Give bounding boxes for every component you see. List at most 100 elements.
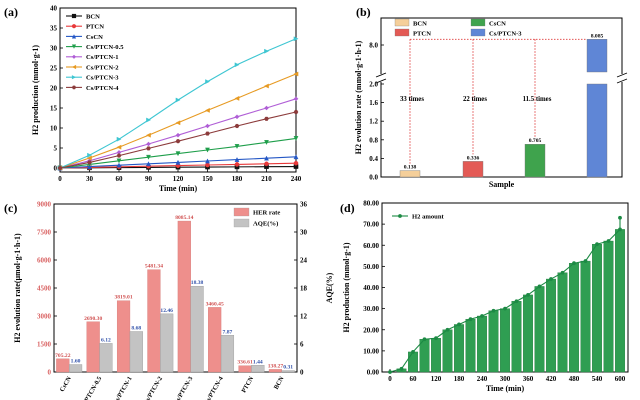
chart-d: 0 60 120 180 240 300 360 420 480 540 600 0.00 10.00 2… bbox=[342, 200, 629, 393]
y-tick-label-left-c: 9000 bbox=[37, 201, 52, 209]
y-tick-label-d: 60.00 bbox=[363, 242, 379, 250]
x-axis-title-a: Time (min) bbox=[159, 184, 198, 193]
legend-swatch-b bbox=[394, 28, 410, 37]
y-tick-label-d: 50.00 bbox=[363, 263, 379, 271]
h2-amount-point bbox=[618, 227, 622, 232]
bar-h2-amount bbox=[408, 351, 418, 373]
legend-label-d: H2 amount bbox=[412, 214, 444, 221]
legend-label: Cs/PTCN-1 bbox=[86, 54, 119, 61]
legend-swatch-c bbox=[233, 207, 250, 217]
panel-b-label: (b) bbox=[356, 5, 371, 19]
data-point bbox=[205, 162, 210, 168]
y-axis-title-right-c: AQE(%) bbox=[325, 272, 334, 303]
y-tick-label-d: 20.00 bbox=[363, 326, 379, 334]
data-point bbox=[293, 136, 299, 141]
y-tick-label-a: 40 bbox=[50, 5, 58, 13]
data-point bbox=[175, 97, 181, 103]
bar-aqe bbox=[99, 343, 113, 373]
y-tick-label-right-c: 0 bbox=[300, 369, 304, 377]
data-point bbox=[205, 79, 211, 85]
h2-amount-point bbox=[445, 327, 450, 332]
data-point bbox=[146, 161, 151, 167]
data-point bbox=[264, 155, 269, 161]
bar-value-label: 8.085 bbox=[591, 33, 604, 39]
data-point bbox=[234, 95, 240, 101]
bar-h2-amount bbox=[442, 329, 453, 373]
bar-h2-amount bbox=[615, 229, 625, 373]
h2-amount-point bbox=[434, 336, 438, 341]
data-point bbox=[175, 120, 181, 126]
bar-value-label-her: 3819.01 bbox=[114, 295, 132, 301]
y-tick-label-a: 5 bbox=[54, 145, 58, 153]
x-tick-label-d: 480 bbox=[569, 375, 580, 383]
axis-break-gap-right bbox=[616, 74, 628, 82]
bar-cscn bbox=[524, 144, 546, 178]
bar-h2-amount bbox=[523, 294, 533, 373]
data-point bbox=[116, 162, 122, 168]
x-tick-label-d: 240 bbox=[477, 375, 488, 383]
bar-h2-amount bbox=[419, 339, 430, 373]
legend-marker bbox=[71, 85, 77, 90]
bar-aqe bbox=[251, 365, 265, 373]
legend-label: CsCN bbox=[86, 34, 103, 41]
bar-her-rate bbox=[147, 269, 161, 373]
bar-h2-amount bbox=[465, 318, 476, 373]
data-point bbox=[116, 144, 122, 150]
x-tick-label-d: 360 bbox=[523, 375, 534, 383]
plot-frame-b bbox=[380, 17, 623, 178]
data-point bbox=[234, 114, 240, 120]
x-tick-label-d: 600 bbox=[615, 375, 626, 383]
h2-amount-point bbox=[399, 366, 404, 371]
x-axis-title-d: Time (min) bbox=[486, 384, 525, 393]
data-point bbox=[87, 160, 92, 165]
x-tick-label-a: 210 bbox=[261, 175, 272, 183]
axis-break-mark bbox=[616, 72, 628, 78]
h2-amount-line bbox=[389, 217, 621, 373]
bar-h2-amount bbox=[534, 286, 545, 373]
data-point bbox=[204, 107, 210, 113]
bar-value-label-her: 5481.34 bbox=[145, 264, 163, 270]
chart-a: 0 30 60 90 120 150 180 210 240 0 5 10 15 20 25 30 35 40 Ti… bbox=[31, 5, 302, 194]
bar-h2-amount bbox=[557, 272, 568, 373]
legend-label: Cs/PTCN-0.5 bbox=[86, 44, 124, 51]
x-tick-label-d: 0 bbox=[388, 375, 392, 383]
h2-amount-point bbox=[618, 215, 622, 220]
ratio-annotation: 11.5 times bbox=[523, 96, 552, 103]
h2-amount-point bbox=[560, 270, 565, 275]
legend-label-b: BCN bbox=[413, 21, 427, 28]
legend-label-c: AQE(%) bbox=[253, 221, 278, 228]
y-tick-label-left-c: 4500 bbox=[37, 285, 52, 293]
bar-value-label-her: 2690.30 bbox=[84, 316, 102, 322]
y-tick-label-left-c: 0 bbox=[48, 369, 52, 377]
bar-bcn bbox=[399, 170, 421, 178]
data-point bbox=[264, 161, 269, 167]
bar-aqe bbox=[220, 335, 235, 373]
data-point bbox=[116, 136, 122, 142]
legend-swatch-b bbox=[470, 28, 486, 37]
x-axis-title-b: Sample bbox=[489, 180, 515, 189]
bar-h2-amount bbox=[431, 338, 441, 373]
legend-label-b: CsCN bbox=[489, 21, 506, 28]
y-tick-label-d: 80.00 bbox=[363, 200, 379, 208]
data-point bbox=[57, 165, 63, 171]
bar-value-label: 0.705 bbox=[529, 138, 542, 144]
y-tick-label-b: 0.0 bbox=[369, 174, 378, 182]
y-tick-label-b: 1.6 bbox=[369, 99, 378, 107]
x-tick-label-a: 0 bbox=[58, 175, 62, 183]
legend-label: Cs/PTCN-4 bbox=[86, 85, 119, 92]
y-axis-title-b: H2 evolution rate (mmol·g-1·h-1) bbox=[354, 40, 363, 154]
bar-aqe bbox=[160, 313, 174, 373]
legend-swatch-c bbox=[233, 218, 250, 228]
data-point bbox=[146, 141, 151, 147]
h2-amount-point bbox=[491, 308, 496, 313]
data-point bbox=[175, 132, 181, 138]
bar-h2-amount bbox=[603, 240, 614, 373]
data-point bbox=[175, 139, 181, 144]
y-tick-label-d: 70.00 bbox=[363, 221, 379, 229]
x-tick-label-d: 180 bbox=[454, 375, 465, 383]
x-tick-label-a: 120 bbox=[173, 175, 184, 183]
h2-amount-point bbox=[537, 284, 542, 289]
y-tick-label-right-c: 30 bbox=[300, 229, 308, 237]
h2-amount-point bbox=[422, 337, 427, 342]
bar-value-label-aqe: 1.44 bbox=[253, 359, 263, 365]
